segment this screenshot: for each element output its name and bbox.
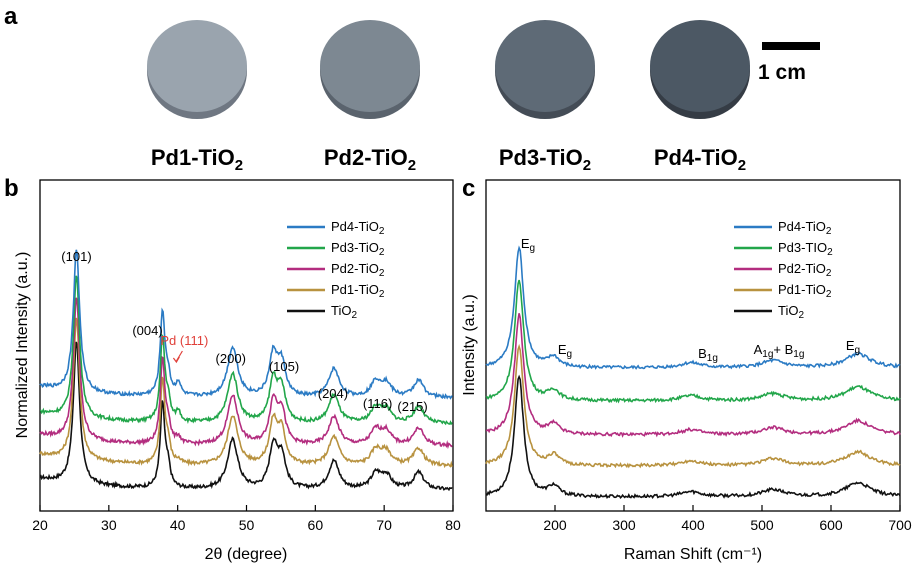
peak-label: (004) (132, 323, 162, 338)
x-tick-label: 70 (376, 517, 392, 533)
raman-mode-label: Eg (846, 338, 860, 356)
scale-bar-label: 1 cm (758, 61, 806, 84)
x-tick-label: 30 (101, 517, 117, 533)
raman-mode-label: B1g (698, 346, 718, 364)
panel-a-letter: a (4, 3, 18, 30)
pd-peak-arrow-head (172, 356, 180, 364)
legend-entry: Pd3-TiO2 (331, 240, 385, 258)
sample-label-3: Pd3-TiO2 (499, 145, 591, 174)
legend-entry: TiO2 (331, 303, 357, 321)
x-tick-label: 400 (681, 517, 705, 533)
disc-face (320, 20, 420, 112)
panel-b-letter: b (4, 175, 19, 202)
peak-label: (204) (318, 386, 348, 401)
xrd-x-ticks: 20 30 40 50 60 70 80 (32, 505, 461, 533)
x-tick-label: 20 (32, 517, 48, 533)
x-tick-label: 300 (612, 517, 636, 533)
disc-face (495, 20, 595, 112)
xrd-legend: Pd4-TiO2 Pd3-TiO2 Pd2-TiO2 Pd1-TiO2 TiO2 (287, 219, 385, 321)
raman-mode-label: Eg (521, 236, 535, 254)
x-tick-label: 40 (170, 517, 186, 533)
legend-entry: Pd3-TIO2 (778, 240, 833, 258)
sample-disc-2 (320, 20, 420, 119)
raman-chart: 200 300 400 500 600 700 Eg Eg B1g A1g+ B1g Eg Pd4… (461, 179, 912, 563)
sample-photos: Pd1-TiO2 Pd2-TiO2 Pd3-TiO2 Pd4-TiO2 (147, 20, 750, 174)
sample-disc-4 (650, 20, 750, 119)
raman-series-line (485, 279, 901, 404)
legend-entry: Pd2-TiO2 (331, 261, 385, 279)
legend-entry: Pd4-TiO2 (778, 219, 832, 237)
raman-legend: Pd4-TiO2 Pd3-TIO2 Pd2-TiO2 Pd1-TiO2 TiO2 (734, 219, 833, 321)
raman-x-axis-title: Raman Shift (cm⁻¹) (624, 546, 762, 563)
x-tick-label: 500 (750, 517, 774, 533)
xrd-series-line (39, 297, 453, 450)
scale-bar: 1 cm (758, 42, 820, 84)
x-tick-label: 50 (239, 517, 255, 533)
peak-label: (105) (269, 359, 299, 374)
legend-entry: TiO2 (778, 303, 804, 321)
xrd-series-line (39, 317, 453, 469)
legend-entry: Pd2-TiO2 (778, 261, 832, 279)
raman-y-axis-title: Intensity (a.u.) (461, 294, 478, 395)
raman-series-line (486, 313, 901, 438)
peak-label: (116) (363, 396, 392, 411)
legend-entry: Pd4-TiO2 (331, 219, 385, 237)
peak-label: (101) (61, 249, 91, 264)
xrd-x-axis-title: 2θ (degree) (205, 546, 288, 563)
xrd-y-axis-title: Normalized Intensity (a.u.) (14, 252, 31, 439)
peak-label: (215) (397, 399, 427, 414)
x-tick-label: 60 (308, 517, 324, 533)
xrd-series-line (40, 341, 453, 492)
scale-bar-line (762, 42, 820, 50)
sample-disc-1 (147, 20, 247, 119)
sample-label-4: Pd4-TiO2 (654, 145, 746, 174)
xrd-series-line (39, 249, 453, 400)
panel-c-letter: c (462, 175, 475, 202)
raman-series (485, 245, 901, 500)
xrd-series (39, 249, 453, 492)
raman-mode-labels: Eg Eg B1g A1g+ B1g Eg (521, 236, 860, 364)
raman-mode-label: A1g+ B1g (754, 342, 805, 360)
disc-face (650, 20, 750, 112)
x-tick-label: 600 (819, 517, 843, 533)
xrd-chart: 20 30 40 50 60 70 80 (101)(004)Pd (111)(200)(1… (14, 179, 461, 563)
legend-entry: Pd1-TiO2 (331, 282, 385, 300)
raman-series-line (485, 245, 901, 370)
x-tick-label: 80 (445, 517, 461, 533)
x-tick-label: 700 (888, 517, 912, 533)
raman-series-line (485, 343, 901, 469)
xrd-series-line (39, 275, 453, 426)
peak-label: Pd (111) (160, 333, 208, 348)
raman-x-ticks: 200 300 400 500 600 700 (543, 505, 912, 533)
peak-label: (200) (216, 351, 246, 366)
disc-face (147, 20, 247, 112)
xrd-plot-frame (39, 179, 454, 512)
legend-entry: Pd1-TiO2 (778, 282, 832, 300)
sample-label-1: Pd1-TiO2 (151, 145, 243, 174)
x-tick-label: 200 (543, 517, 567, 533)
sample-label-2: Pd2-TiO2 (324, 145, 416, 174)
xrd-peak-labels: (101) (004)Pd (111) (200) (105) (204) (116) (2… (61, 249, 427, 414)
sample-disc-3 (495, 20, 595, 119)
raman-mode-label: Eg (558, 342, 572, 360)
raman-series-line (485, 374, 901, 500)
